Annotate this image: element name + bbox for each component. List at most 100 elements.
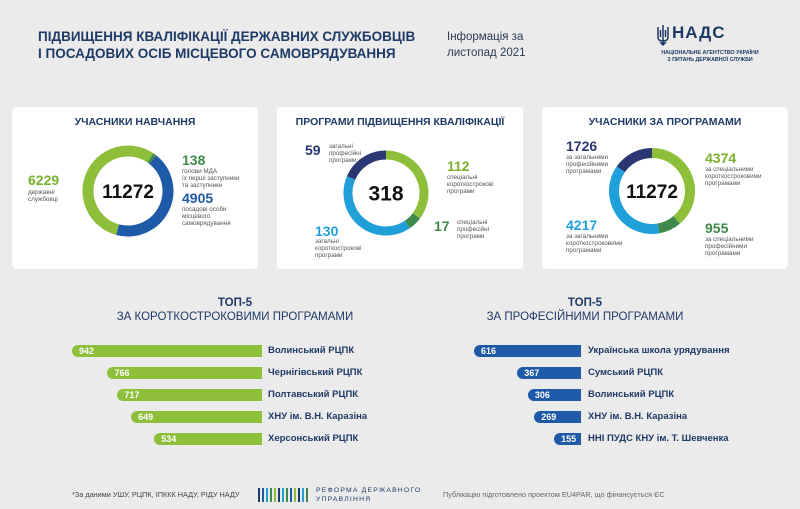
value-civil-servants: 6229 bbox=[28, 172, 60, 188]
label-local-officials: посадові особи місцевого самоврядування bbox=[182, 206, 231, 227]
bar: 766 bbox=[107, 367, 262, 379]
label-line: програмами bbox=[566, 247, 602, 254]
card-title: УЧАСНИКИ НАВЧАННЯ bbox=[74, 116, 196, 128]
label-line: програми bbox=[457, 233, 485, 240]
label-line: за загальними bbox=[566, 154, 608, 161]
card-participants-by-program: УЧАСНИКИ ЗА ПРОГРАМАМИ 11272 1726 за заг… bbox=[542, 107, 788, 269]
bar: 649 bbox=[131, 411, 262, 423]
label-heads-mda: голови МДА їх перші заступники та заступ… bbox=[182, 168, 240, 189]
donut-slice bbox=[404, 212, 421, 229]
bar: 942 bbox=[72, 345, 262, 357]
donut-slice bbox=[616, 148, 653, 173]
card-title: ПРОГРАМИ ПІДВИЩЕННЯ КВАЛІФІКАЦІЇ bbox=[295, 116, 505, 128]
value-heads-mda: 138 bbox=[182, 152, 206, 168]
label-line: професійними bbox=[705, 243, 748, 250]
label-line: посадові особи bbox=[182, 206, 227, 213]
label-line: самоврядування bbox=[182, 220, 231, 227]
bar-value-label: 306 bbox=[534, 390, 550, 400]
bar-value-label: 155 bbox=[561, 434, 577, 444]
bar-value-label: 717 bbox=[124, 390, 140, 400]
donut-slice bbox=[147, 153, 157, 164]
reform-text-line2: УПРАВЛІННЯ bbox=[316, 496, 372, 503]
reform-text-line1: РЕФОРМА ДЕРЖАВНОГО bbox=[316, 487, 422, 494]
bar: 367 bbox=[517, 367, 581, 379]
label-general-prof-participants: за загальними професійними програмами bbox=[566, 154, 608, 175]
bar-value-label: 367 bbox=[524, 368, 540, 378]
bar-category-label: Херсонський РЦПК bbox=[268, 433, 359, 444]
label-line: місцевого bbox=[182, 213, 211, 220]
top5-prof-subheading: ЗА ПРОФЕСІЙНИМИ ПРОГРАМАМИ bbox=[486, 311, 684, 323]
label-line: програмами bbox=[705, 180, 741, 187]
logo-subtitle-line1: НАЦІОНАЛЬНЕ АГЕНТСТВО УКРАЇНИ bbox=[661, 50, 759, 56]
label-line: спеціальні bbox=[447, 174, 478, 181]
value-general-prof-participants: 1726 bbox=[566, 138, 598, 154]
bar: 306 bbox=[527, 389, 581, 401]
bar-category-label: ННІ ПУДС КНУ ім. Т. Шевченка bbox=[588, 433, 729, 444]
value-local-officials: 4905 bbox=[182, 190, 214, 206]
bar-value-label: 649 bbox=[138, 412, 154, 422]
donut-slice bbox=[116, 155, 174, 237]
bar-category-label: ХНУ ім. В.Н. Каразіна bbox=[268, 411, 368, 422]
bar-value-label: 766 bbox=[114, 368, 130, 378]
bar-value-label: 616 bbox=[481, 346, 497, 356]
card-programs: ПРОГРАМИ ПІДВИЩЕННЯ КВАЛІФІКАЦІЇ 318 59 … bbox=[277, 107, 523, 269]
label-line: програми bbox=[447, 188, 475, 195]
publication-note: Публікацію підготовлено проектом EU4PAR,… bbox=[443, 490, 665, 499]
card-participants: УЧАСНИКИ НАВЧАННЯ 11272 6229 державні сл… bbox=[12, 107, 258, 269]
bar-category-label: Українська школа урядування bbox=[588, 345, 730, 356]
donut-chart: 318 bbox=[343, 150, 429, 236]
label-line: програми bbox=[329, 157, 357, 164]
bar: 534 bbox=[154, 433, 262, 445]
label-line: короткострокові bbox=[447, 181, 494, 188]
value-general-prof: 59 bbox=[305, 142, 321, 158]
label-line: за спеціальними bbox=[705, 166, 754, 173]
value-special-prof-participants: 955 bbox=[705, 220, 729, 236]
donut-total: 11272 bbox=[626, 182, 678, 203]
label-line: та заступники bbox=[182, 182, 223, 189]
bar-category-label: Сумський РЦПК bbox=[588, 367, 664, 378]
donut-chart: 11272 bbox=[609, 148, 695, 234]
bar: 717 bbox=[117, 389, 262, 401]
value-general-short-participants: 4217 bbox=[566, 217, 598, 233]
bar-category-label: Полтавський РЦПК bbox=[268, 389, 359, 400]
label-special-short-participants: за спеціальними короткостроковими програ… bbox=[705, 166, 761, 187]
top5-short-heading: ТОП-5 bbox=[217, 297, 253, 309]
donut-slice bbox=[385, 150, 429, 219]
label-line: державні bbox=[28, 189, 55, 196]
label-general-short: загальні короткострокові програми bbox=[315, 238, 362, 259]
page-title-line2: І ПОСАДОВИХ ОСІБ МІСЦЕВОГО САМОВРЯДУВАНН… bbox=[38, 46, 396, 61]
bar: 616 bbox=[474, 345, 581, 357]
bar: 155 bbox=[554, 433, 581, 445]
label-line: їх перші заступники bbox=[182, 175, 240, 182]
reform-text: РЕФОРМА ДЕРЖАВНОГО УПРАВЛІННЯ bbox=[316, 486, 421, 504]
donut-slice bbox=[82, 145, 154, 235]
label-line: короткостроковими bbox=[705, 173, 762, 180]
logo-name: НАДС bbox=[672, 23, 726, 42]
label-line: голови МДА bbox=[182, 168, 218, 175]
label-civil-servants: державні службовці bbox=[28, 189, 58, 203]
label-line: програмами bbox=[705, 250, 741, 257]
label-line: спеціальні bbox=[457, 219, 488, 226]
logo-subtitle-line2: З ПИТАНЬ ДЕРЖАВНОЇ СЛУЖБИ bbox=[667, 57, 753, 63]
donut-slice bbox=[346, 150, 387, 181]
bar-value-label: 269 bbox=[541, 412, 557, 422]
bar: 269 bbox=[534, 411, 581, 423]
bar-category-label: Волинський РЦПК bbox=[588, 389, 675, 400]
top5-prof-title: ТОП-5 ЗА ПРОФЕСІЙНИМИ ПРОГРАМАМИ bbox=[440, 296, 730, 324]
value-special-prof: 17 bbox=[434, 218, 450, 234]
label-line: за загальними bbox=[566, 233, 608, 240]
page-title: ПІДВИЩЕННЯ КВАЛІФІКАЦІЇ ДЕРЖАВНИХ СЛУЖБО… bbox=[38, 28, 415, 62]
label-general-short-participants: за загальними короткостроковими програма… bbox=[566, 233, 622, 254]
bar-category-label: ХНУ ім. В.Н. Каразіна bbox=[588, 411, 688, 422]
donut-total: 11272 bbox=[102, 182, 154, 203]
report-period: Інформація за листопад 2021 bbox=[447, 29, 526, 61]
nads-logo: НАДС НАЦІОНАЛЬНЕ АГЕНТСТВО УКРАЇНИ З ПИТ… bbox=[655, 23, 765, 68]
bar-category-label: Волинський РЦПК bbox=[268, 345, 355, 356]
donut-slice bbox=[609, 166, 660, 234]
label-line: за спеціальними bbox=[705, 236, 754, 243]
top5-short-subheading: ЗА КОРОТКОСТРОКОВИМИ ПРОГРАМАМИ bbox=[116, 311, 354, 323]
donut-chart: 11272 bbox=[82, 145, 174, 237]
bar-category-label: Чернігівський РЦПК bbox=[268, 367, 363, 378]
label-line: службовці bbox=[28, 196, 58, 203]
card-title: УЧАСНИКИ ЗА ПРОГРАМАМИ bbox=[588, 116, 742, 128]
